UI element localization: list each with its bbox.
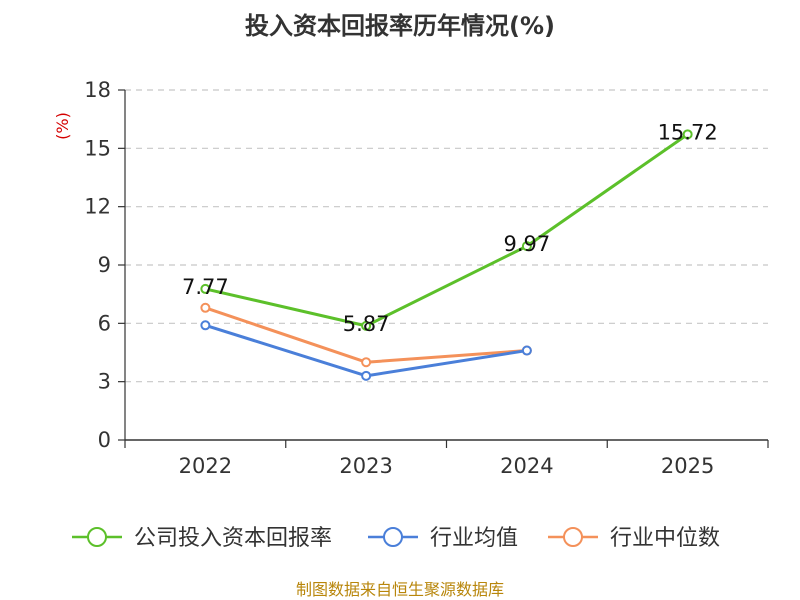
legend-label: 行业中位数 [610,526,720,551]
data-point [361,320,372,331]
y-tick-label: 0 [98,428,111,452]
y-axis-unit-label: (%) [53,112,72,140]
source-note: 制图数据来自恒生聚源数据库 [296,580,504,599]
chart-title: 投入资本回报率历年情况(%) [245,12,555,40]
y-tick-label: 6 [98,311,111,335]
data-label: 15.72 [658,120,718,144]
y-tick-label: 9 [98,253,111,277]
legend-marker [383,527,403,547]
data-label: 9.97 [503,232,550,256]
data-point [521,345,532,356]
data-point [361,357,372,368]
data-label: 5.87 [343,312,390,336]
legend-marker [87,527,107,547]
legend: 公司投入资本回报率 行业均值 行业中位数 [72,526,720,551]
gridlines [125,89,768,383]
y-tick-label: 15 [84,136,111,160]
data-label: 7.77 [182,275,229,299]
legend-marker [563,527,583,547]
y-tick-label: 18 [84,78,111,102]
y-tick-label: 12 [84,195,111,219]
legend-label: 行业均值 [430,526,518,551]
data-point [521,241,532,252]
data-point [200,283,211,294]
x-tick-label: 2025 [661,454,714,478]
series-line [203,132,690,328]
data-point [361,370,372,381]
data-point [200,320,211,331]
data-point [200,302,211,313]
axes: 0 3 6 9 12 15 18 2022 2023 2024 2025 [84,78,769,478]
data-point [682,129,693,140]
x-tick-label: 2024 [500,454,553,478]
y-tick-label: 3 [98,370,111,394]
data-labels: 7.77 5.87 9.97 15.72 [182,120,718,336]
x-tick-label: 2022 [179,454,232,478]
series-layer [200,129,693,381]
legend-label: 公司投入资本回报率 [134,526,332,551]
x-tick-label: 2023 [339,454,392,478]
